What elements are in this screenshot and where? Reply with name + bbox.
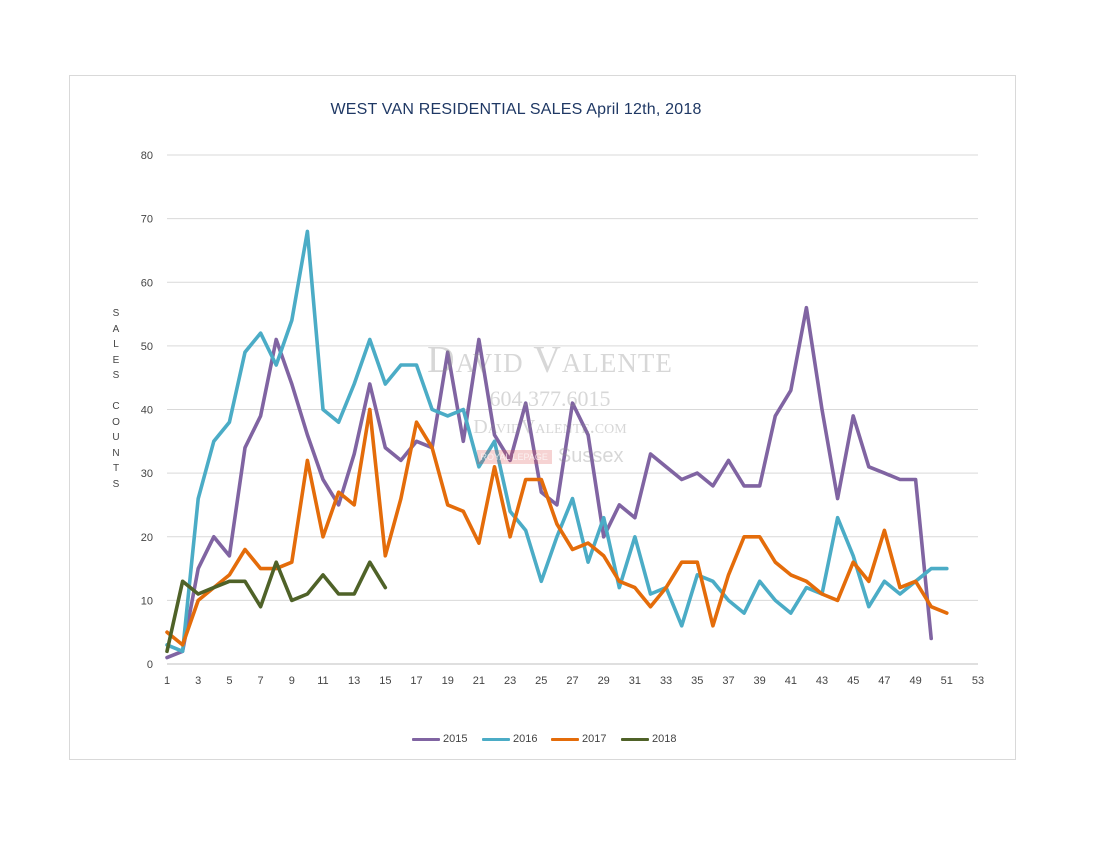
legend-swatch-2018 (621, 737, 649, 741)
x-tick-11: 11 (317, 675, 328, 687)
x-tick-21: 21 (473, 675, 485, 687)
x-tick-7: 7 (258, 675, 264, 687)
legend-item-2018: 2018 (621, 733, 676, 745)
x-tick-45: 45 (847, 675, 859, 687)
x-tick-39: 39 (754, 675, 766, 687)
y-axis-letter: C (112, 401, 120, 412)
x-tick-15: 15 (379, 675, 391, 687)
x-tick-51: 51 (941, 675, 953, 687)
y-axis-letter: L (113, 339, 119, 350)
x-tick-41: 41 (785, 675, 797, 687)
y-tick-30: 30 (141, 468, 153, 480)
y-tick-20: 20 (141, 532, 153, 544)
x-tick-13: 13 (348, 675, 360, 687)
y-axis-letter: S (112, 478, 120, 490)
x-tick-labels: 1 3 5 7 9 11 13 15 17 19 21 23 25 27 29 31 33 35 37 39 41 43 4… (164, 675, 984, 687)
y-axis-letter: A (112, 323, 120, 335)
x-tick-9: 9 (289, 675, 295, 687)
legend-item-2016: 2016 (482, 733, 537, 745)
x-tick-25: 25 (535, 675, 547, 687)
y-tick-10: 10 (141, 595, 153, 607)
x-tick-47: 47 (878, 675, 890, 687)
y-tick-80: 80 (141, 150, 153, 162)
x-tick-49: 49 (909, 675, 921, 687)
watermark-site: DavidValente.com (473, 416, 627, 438)
x-tick-5: 5 (226, 675, 232, 687)
x-tick-33: 33 (660, 675, 672, 687)
watermark-brand-text: Sussex (557, 445, 624, 467)
legend-item-2017: 2017 (551, 733, 606, 745)
watermark: David Valente 604.377.6015 DavidValente.… (400, 338, 700, 468)
y-axis-letter (106, 384, 126, 400)
x-tick-1: 1 (164, 675, 170, 687)
y-tick-labels: 0 10 20 30 40 50 60 70 80 (141, 150, 153, 671)
y-axis-letter: U (112, 432, 120, 443)
y-tick-50: 50 (141, 341, 153, 353)
y-tick-70: 70 (141, 214, 153, 226)
y-axis-letter: O (112, 416, 120, 428)
gridlines (167, 154, 978, 665)
series-line-2017 (165, 407, 949, 647)
y-axis-letter: S (112, 370, 120, 381)
watermark-brand: ROYAL LEPAGE Sussex (400, 445, 700, 468)
watermark-name: David Valente (427, 339, 673, 381)
x-tick-29: 29 (598, 675, 610, 687)
x-tick-53: 53 (972, 675, 984, 687)
x-tick-19: 19 (442, 675, 454, 687)
watermark-phone: 604.377.6015 (489, 386, 611, 411)
legend-swatch-2016 (482, 737, 510, 741)
legend-swatch-2017 (551, 737, 579, 741)
y-axis-letter: S (112, 308, 120, 319)
y-tick-60: 60 (141, 277, 153, 289)
legend-label-2015: 2015 (443, 733, 468, 745)
legend-swatch-2015 (412, 737, 440, 741)
y-tick-40: 40 (141, 405, 153, 417)
chart-title: WEST VAN RESIDENTIAL SALES April 12th, 2… (330, 101, 702, 118)
x-tick-37: 37 (722, 675, 734, 687)
legend-label-2018: 2018 (652, 733, 677, 745)
y-axis-letter: N (112, 447, 120, 459)
x-tick-35: 35 (691, 675, 703, 687)
legend-item-2015: 2015 (412, 733, 467, 745)
y-axis-letter: T (112, 463, 120, 474)
legend-label-2017: 2017 (582, 733, 607, 745)
legend-label-2016: 2016 (513, 733, 538, 745)
x-tick-43: 43 (816, 675, 828, 687)
series-line-2018 (165, 560, 388, 654)
x-tick-27: 27 (566, 675, 578, 687)
x-tick-31: 31 (629, 675, 641, 687)
series-lines (165, 229, 949, 660)
x-tick-3: 3 (195, 675, 201, 687)
y-tick-0: 0 (147, 659, 153, 671)
chart-frame (69, 75, 1016, 760)
legend: 2015 2016 2017 2018 (0, 733, 1100, 749)
watermark-brand-box: ROYAL LEPAGE (476, 449, 552, 464)
x-tick-17: 17 (410, 675, 422, 687)
y-axis-letter: E (112, 354, 120, 366)
x-tick-23: 23 (504, 675, 516, 687)
